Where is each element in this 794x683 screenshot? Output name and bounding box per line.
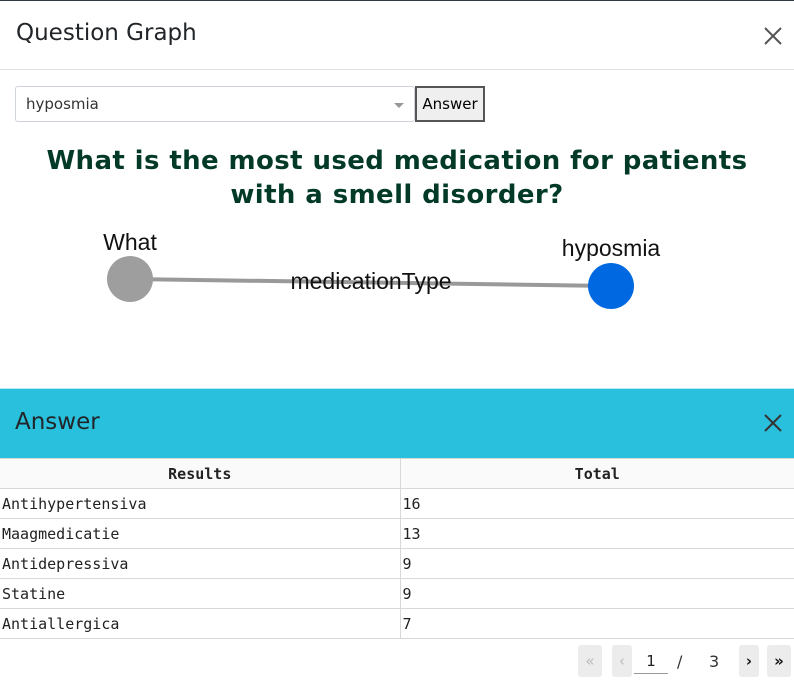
chevron-down-icon[interactable] <box>394 103 404 108</box>
page-separator: / <box>677 652 683 671</box>
page-total: 3 <box>709 652 720 671</box>
table-row: Statine 9 <box>0 578 794 609</box>
result-cell: Antihypertensiva <box>0 488 401 519</box>
result-cell: Antiallergica <box>0 608 401 639</box>
last-page-icon[interactable]: » <box>767 645 791 677</box>
column-header-results[interactable]: Results <box>0 458 401 489</box>
table-row: Antihypertensiva 16 <box>0 488 794 519</box>
table-row: Antidepressiva 9 <box>0 548 794 579</box>
question-graph[interactable]: What hyposmia medicationType <box>0 225 794 385</box>
close-icon[interactable] <box>762 412 784 434</box>
result-cell: Antidepressiva <box>0 548 401 579</box>
column-header-total[interactable]: Total <box>399 458 794 489</box>
total-cell: 9 <box>399 578 794 609</box>
page-number-input[interactable] <box>634 648 668 674</box>
table-row: Maagmedicatie 13 <box>0 518 794 549</box>
total-cell: 13 <box>399 518 794 549</box>
total-cell: 7 <box>399 608 794 639</box>
result-cell: Statine <box>0 578 401 609</box>
table-row: Antiallergica 7 <box>0 608 794 639</box>
table-header-row: Results Total <box>0 458 794 489</box>
first-page-icon[interactable]: « <box>578 645 602 677</box>
graph-edge[interactable] <box>129 277 612 288</box>
graph-node-hyposmia-label: hyposmia <box>562 235 661 261</box>
answer-panel-title: Answer <box>15 409 100 435</box>
graph-node-what[interactable] <box>107 256 153 302</box>
results-table: Results Total Antihypertensiva 16 Maagme… <box>0 458 794 639</box>
answer-button[interactable]: Answer <box>415 86 485 122</box>
modal-title: Question Graph <box>16 20 197 46</box>
graph-edge-label: medicationType <box>290 268 451 294</box>
graph-node-hyposmia[interactable] <box>588 263 634 309</box>
prev-page-icon[interactable]: ‹ <box>612 645 632 677</box>
total-cell: 9 <box>399 548 794 579</box>
question-title: What is the most used medication for pat… <box>46 146 748 210</box>
next-page-icon[interactable]: › <box>739 645 759 677</box>
graph-node-what-label: What <box>103 229 157 255</box>
modal-header: Question Graph <box>0 1 794 70</box>
select-value: hyposmia <box>26 95 99 113</box>
result-cell: Maagmedicatie <box>0 518 401 549</box>
total-cell: 16 <box>399 488 794 519</box>
search-select[interactable]: hyposmia <box>15 86 415 122</box>
close-icon[interactable] <box>762 25 784 47</box>
window-top-border <box>0 0 794 1</box>
answer-panel-header: Answer <box>0 388 794 458</box>
